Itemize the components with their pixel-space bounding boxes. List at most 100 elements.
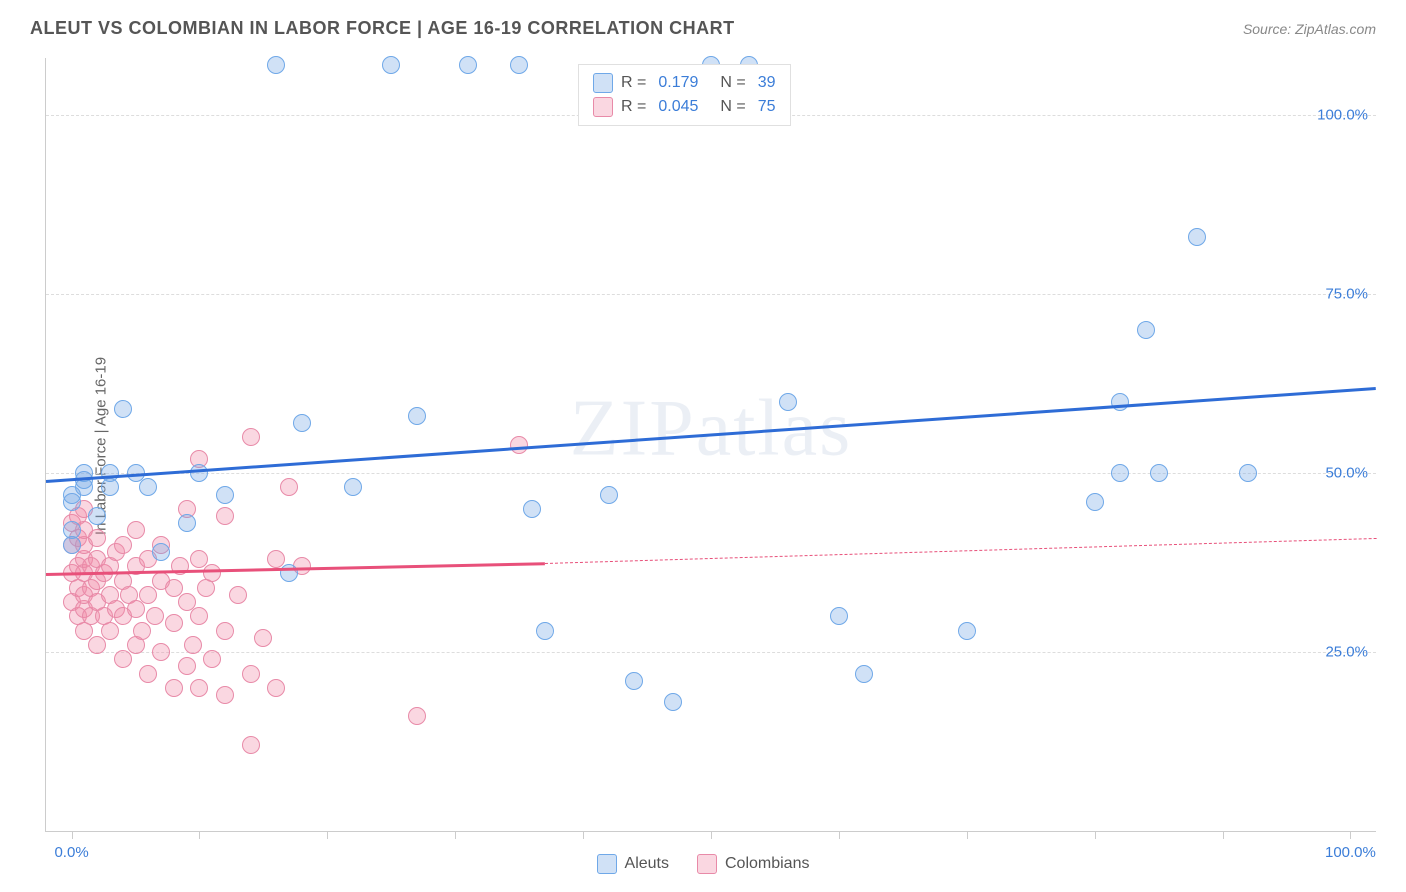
data-point-colombians <box>190 679 208 697</box>
data-point-aleuts <box>510 56 528 74</box>
data-point-colombians <box>165 614 183 632</box>
stats-legend-row: R = 0.179 N = 39 <box>593 71 776 95</box>
data-point-colombians <box>216 622 234 640</box>
r-value: 0.179 <box>658 74 698 92</box>
data-point-aleuts <box>190 464 208 482</box>
data-point-aleuts <box>459 56 477 74</box>
data-point-aleuts <box>382 56 400 74</box>
data-point-colombians <box>203 650 221 668</box>
chart-source: Source: ZipAtlas.com <box>1243 21 1376 37</box>
data-point-colombians <box>203 564 221 582</box>
data-point-aleuts <box>830 607 848 625</box>
chart-header: ALEUT VS COLOMBIAN IN LABOR FORCE | AGE … <box>0 0 1406 49</box>
data-point-aleuts <box>139 478 157 496</box>
data-point-colombians <box>267 679 285 697</box>
data-point-aleuts <box>178 514 196 532</box>
legend-swatch <box>593 97 613 117</box>
data-point-aleuts <box>408 407 426 425</box>
gridline <box>46 473 1376 474</box>
legend-item-colombians: Colombians <box>697 854 809 874</box>
trend-dash-colombians <box>545 538 1376 564</box>
legend-item-aleuts: Aleuts <box>597 854 669 874</box>
data-point-colombians <box>242 665 260 683</box>
data-point-aleuts <box>855 665 873 683</box>
data-point-colombians <box>165 679 183 697</box>
data-point-aleuts <box>344 478 362 496</box>
data-point-aleuts <box>114 400 132 418</box>
x-tick <box>72 831 73 839</box>
data-point-colombians <box>114 650 132 668</box>
data-point-colombians <box>280 478 298 496</box>
data-point-colombians <box>178 657 196 675</box>
data-point-aleuts <box>152 543 170 561</box>
data-point-aleuts <box>63 521 81 539</box>
data-point-aleuts <box>779 393 797 411</box>
y-tick-label: 75.0% <box>1325 286 1368 303</box>
data-point-aleuts <box>1086 493 1104 511</box>
r-label: R = <box>621 98 646 116</box>
x-tick <box>199 831 200 839</box>
data-point-aleuts <box>1137 321 1155 339</box>
stats-legend: R = 0.179 N = 39 R = 0.045 N = 75 <box>578 64 791 126</box>
legend-swatch-aleuts <box>597 854 617 874</box>
data-point-colombians <box>114 536 132 554</box>
data-point-aleuts <box>216 486 234 504</box>
x-tick <box>1223 831 1224 839</box>
x-tick <box>967 831 968 839</box>
legend-label-colombians: Colombians <box>725 855 809 873</box>
data-point-colombians <box>216 507 234 525</box>
data-point-colombians <box>510 436 528 454</box>
gridline <box>46 652 1376 653</box>
data-point-colombians <box>152 643 170 661</box>
data-point-aleuts <box>1111 464 1129 482</box>
data-point-colombians <box>408 707 426 725</box>
x-tick <box>839 831 840 839</box>
n-value: 39 <box>758 74 776 92</box>
data-point-colombians <box>184 636 202 654</box>
data-point-colombians <box>127 600 145 618</box>
data-point-colombians <box>242 428 260 446</box>
x-tick <box>583 831 584 839</box>
data-point-aleuts <box>664 693 682 711</box>
data-point-colombians <box>133 622 151 640</box>
data-point-colombians <box>139 586 157 604</box>
n-label: N = <box>720 74 745 92</box>
data-point-colombians <box>88 529 106 547</box>
data-point-aleuts <box>1188 228 1206 246</box>
legend-label-aleuts: Aleuts <box>625 855 669 873</box>
y-tick-label: 25.0% <box>1325 644 1368 661</box>
r-label: R = <box>621 74 646 92</box>
x-tick <box>711 831 712 839</box>
y-tick-label: 50.0% <box>1325 465 1368 482</box>
x-tick <box>1095 831 1096 839</box>
data-point-aleuts <box>600 486 618 504</box>
r-value: 0.045 <box>658 98 698 116</box>
legend-swatch <box>593 73 613 93</box>
data-point-colombians <box>88 636 106 654</box>
x-tick <box>1350 831 1351 839</box>
stats-legend-row: R = 0.045 N = 75 <box>593 95 776 119</box>
data-point-colombians <box>254 629 272 647</box>
data-point-aleuts <box>88 507 106 525</box>
data-point-colombians <box>139 665 157 683</box>
data-point-colombians <box>190 607 208 625</box>
data-point-colombians <box>101 622 119 640</box>
data-point-colombians <box>146 607 164 625</box>
data-point-colombians <box>216 686 234 704</box>
data-point-aleuts <box>523 500 541 518</box>
x-tick <box>455 831 456 839</box>
n-value: 75 <box>758 98 776 116</box>
gridline <box>46 294 1376 295</box>
n-label: N = <box>720 98 745 116</box>
data-point-colombians <box>229 586 247 604</box>
x-tick <box>327 831 328 839</box>
legend-swatch-colombians <box>697 854 717 874</box>
y-tick-label: 100.0% <box>1317 107 1368 124</box>
data-point-aleuts <box>958 622 976 640</box>
data-point-aleuts <box>536 622 554 640</box>
data-point-aleuts <box>625 672 643 690</box>
data-point-aleuts <box>1239 464 1257 482</box>
data-point-aleuts <box>1150 464 1168 482</box>
data-point-aleuts <box>293 414 311 432</box>
chart-title: ALEUT VS COLOMBIAN IN LABOR FORCE | AGE … <box>30 18 735 39</box>
